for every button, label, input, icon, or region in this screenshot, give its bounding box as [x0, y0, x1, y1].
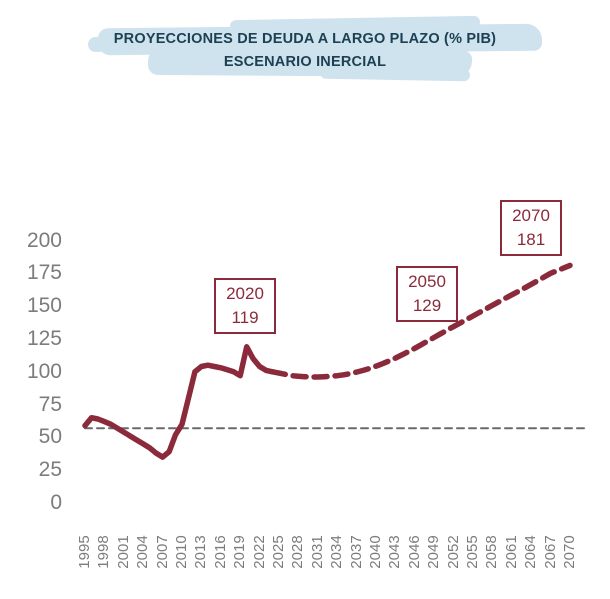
x-tick-label: 2004 [134, 535, 151, 569]
annotation-box-2070: 2070 181 [500, 200, 562, 256]
x-tick-label: 2037 [348, 535, 365, 569]
x-tick-label: 2058 [483, 535, 500, 569]
x-tick-label: 2055 [464, 535, 481, 569]
x-tick-label: 2031 [309, 535, 326, 569]
y-tick-label: 25 [38, 458, 62, 481]
x-tick-label: 2001 [115, 535, 132, 569]
x-tick-label: 2025 [270, 535, 287, 569]
x-tick-label: 2070 [561, 535, 578, 569]
y-tick-label: 125 [26, 327, 62, 350]
y-tick-label: 75 [38, 393, 62, 416]
x-tick-label: 2034 [328, 535, 345, 569]
x-tick-label: 2061 [503, 535, 520, 569]
y-tick-label: 50 [38, 425, 62, 448]
x-tick-label: 2013 [192, 535, 209, 569]
annotation-year: 2050 [408, 272, 446, 291]
x-tick-label: 2022 [251, 535, 268, 569]
annotation-box-2050: 2050 129 [396, 266, 458, 322]
page-subtitle: ESCENARIO INERCIAL [223, 54, 387, 70]
x-tick-label: 2010 [173, 535, 190, 569]
x-tick-label: 2028 [289, 535, 306, 569]
annotation-value: 119 [231, 308, 259, 327]
x-tick-label: 2049 [425, 535, 442, 569]
y-tick-label: 0 [50, 491, 62, 514]
annotation-year: 2020 [226, 284, 264, 303]
x-tick-label: 2040 [367, 535, 384, 569]
x-tick-label: 2043 [386, 535, 403, 569]
annotation-value: 181 [516, 230, 546, 249]
y-tick-label: 200 [26, 229, 62, 252]
x-tick-label: 2067 [542, 535, 559, 569]
page-title: PROYECCIONES DE DEUDA A LARGO PLAZO (% P… [113, 31, 497, 47]
annotation-box-2020: 2020 119 [214, 278, 276, 334]
x-tick-label: 2052 [445, 535, 462, 569]
y-tick-label: 175 [26, 261, 62, 284]
projection-line [269, 262, 573, 380]
y-tick-label: 100 [26, 360, 62, 383]
x-tick-label: 2046 [406, 535, 423, 569]
x-tick-label: 1998 [95, 535, 112, 569]
y-tick-label: 150 [26, 294, 62, 317]
x-tick-label: 2019 [231, 535, 248, 569]
x-tick-label: 2064 [522, 535, 539, 569]
annotation-value: 129 [412, 296, 442, 315]
x-tick-label: 2016 [212, 535, 229, 569]
x-tick-label: 1995 [76, 535, 93, 569]
history-line [82, 344, 276, 460]
annotation-year: 2070 [512, 206, 550, 225]
x-tick-label: 2007 [154, 535, 171, 569]
